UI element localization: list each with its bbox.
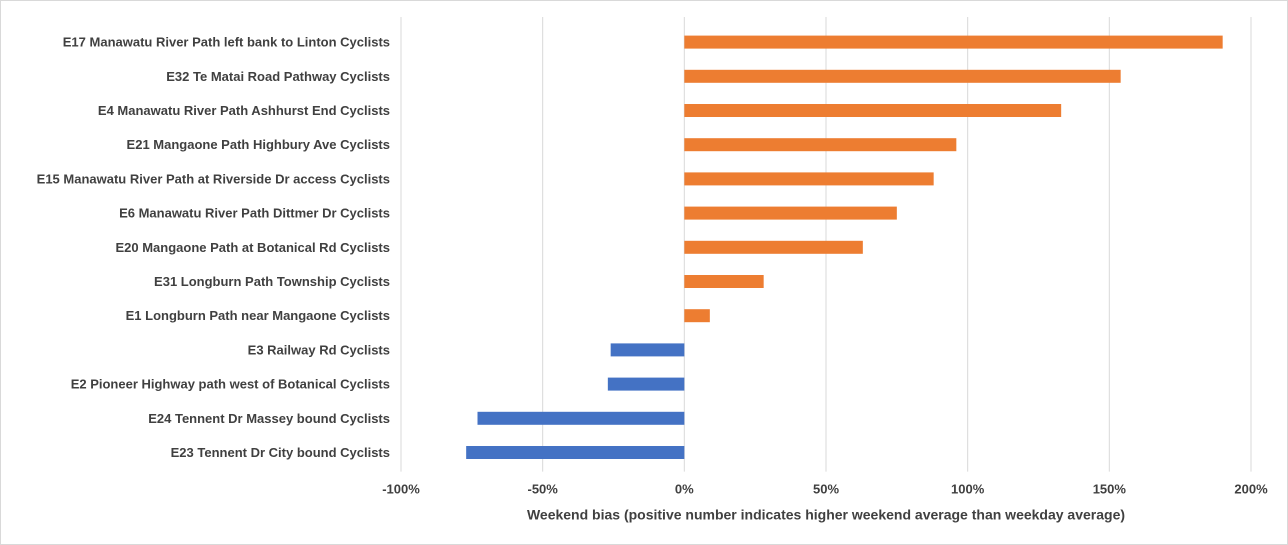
bar xyxy=(466,446,685,459)
bar xyxy=(610,343,685,357)
category-label: E6 Manawatu River Path Dittmer Dr Cyclis… xyxy=(119,206,390,221)
bar xyxy=(684,172,934,186)
category-label: E15 Manawatu River Path at Riverside Dr … xyxy=(37,171,390,186)
bar xyxy=(684,35,1223,49)
bar xyxy=(684,275,764,288)
x-tick-label: 0% xyxy=(675,482,694,497)
category-label: E17 Manawatu River Path left bank to Lin… xyxy=(63,35,390,50)
x-tick-label: 200% xyxy=(1234,482,1268,497)
x-tick-label: 150% xyxy=(1093,482,1127,497)
category-label: E20 Mangaone Path at Botanical Rd Cyclis… xyxy=(115,240,390,255)
x-tick-labels: -100% -50% 0% 50% 100% 150% 200% xyxy=(382,482,1268,497)
x-tick-label: 100% xyxy=(951,482,985,497)
bar xyxy=(684,206,897,220)
category-label: E3 Railway Rd Cyclists xyxy=(248,342,390,357)
category-label: E23 Tennent Dr City bound Cyclists xyxy=(171,445,390,460)
bar xyxy=(684,138,957,152)
x-tick-label: 50% xyxy=(813,482,839,497)
category-label: E4 Manawatu River Path Ashhurst End Cycl… xyxy=(98,103,390,118)
bars xyxy=(466,35,1223,459)
category-label: E21 Mangaone Path Highbury Ave Cyclists xyxy=(127,137,390,152)
category-label: E1 Longburn Path near Mangaone Cyclists xyxy=(126,308,390,323)
category-labels: E17 Manawatu River Path left bank to Lin… xyxy=(37,35,390,460)
category-label: E31 Longburn Path Township Cyclists xyxy=(154,274,390,289)
bar xyxy=(477,411,685,425)
category-label: E2 Pioneer Highway path west of Botanica… xyxy=(71,377,390,392)
bar xyxy=(684,69,1121,83)
x-axis-title: Weekend bias (positive number indicates … xyxy=(527,507,1125,523)
category-label: E32 Te Matai Road Pathway Cyclists xyxy=(166,69,390,84)
bar xyxy=(684,240,863,254)
bar xyxy=(684,309,710,323)
bar xyxy=(607,377,685,391)
bar xyxy=(684,104,1062,117)
category-label: E24 Tennent Dr Massey bound Cyclists xyxy=(148,411,390,426)
x-tick-label: -50% xyxy=(527,482,558,497)
x-tick-label: -100% xyxy=(382,482,420,497)
